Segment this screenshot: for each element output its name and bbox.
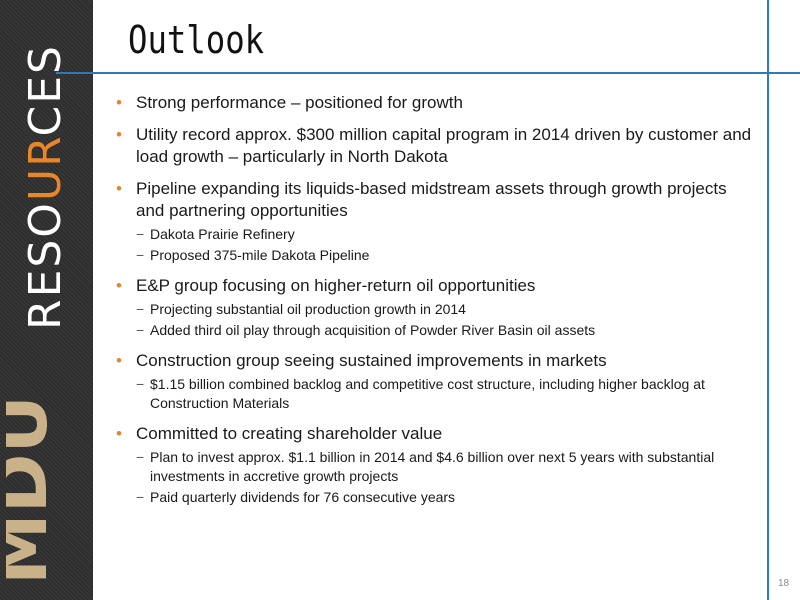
sub-bullet-text: Added third oil play through acquisition… [150, 322, 596, 338]
sub-bullet-item: − Dakota Prairie Refinery [136, 225, 752, 244]
sub-bullet-marker: − [136, 301, 145, 317]
page-title: Outlook [128, 18, 265, 62]
page-number: 18 [778, 578, 790, 589]
sub-bullet-list: − Dakota Prairie Refinery − Proposed 375-mi… [136, 225, 752, 265]
bullet-marker: • [116, 125, 122, 144]
bullet-list: • Strong performance – positioned for gro… [112, 92, 752, 517]
bullet-item: • Pipeline expanding its liquids-based mi… [112, 178, 752, 265]
bullet-item: • Strong performance – positioned for gro… [112, 92, 752, 114]
sub-bullet-item: − Proposed 375-mile Dakota Pipeline [136, 246, 752, 265]
bullet-item: • Construction group seeing sustained imp… [112, 350, 752, 413]
sub-bullet-text: Plan to invest approx. $1.1 billion in 2… [150, 449, 715, 484]
sub-bullet-text: Paid quarterly dividends for 76 consecut… [150, 489, 456, 505]
sub-bullet-list: − Projecting substantial oil production g… [136, 300, 752, 340]
sub-bullet-list: − $1.15 billion combined backlog and comp… [136, 375, 752, 413]
bullet-text: Construction group seeing sustained impr… [136, 351, 607, 370]
sub-bullet-text: $1.15 billion combined backlog and compe… [150, 376, 705, 411]
wordmark-part: CES [20, 44, 71, 137]
wordmark-part: RESO [20, 201, 71, 330]
bullet-item: • Committed to creating shareholder value… [112, 423, 752, 507]
bullet-item: • Utility record approx. $300 million cap… [112, 124, 752, 168]
bullet-marker: • [116, 351, 122, 370]
mdu-logo-icon: MDU [6, 395, 63, 585]
resources-wordmark: RESOURCES [20, 44, 71, 330]
sub-bullet-marker: − [136, 322, 145, 338]
bullet-text: Committed to creating shareholder value [136, 424, 443, 443]
bullet-text: E&P group focusing on higher-return oil … [136, 276, 536, 295]
sub-bullet-marker: − [136, 376, 145, 392]
sub-bullet-marker: − [136, 226, 145, 242]
bullet-text: Utility record approx. $300 million capi… [136, 125, 752, 166]
sub-bullet-text: Projecting substantial oil production gr… [150, 301, 466, 317]
sub-bullet-item: − $1.15 billion combined backlog and comp… [136, 375, 752, 413]
sub-bullet-text: Proposed 375-mile Dakota Pipeline [150, 247, 370, 263]
sub-bullet-marker: − [136, 449, 145, 465]
right-vertical-rule [767, 0, 769, 600]
sub-bullet-list: − Plan to invest approx. $1.1 billion in … [136, 448, 752, 507]
bullet-marker: • [116, 424, 122, 443]
bullet-text: Pipeline expanding its liquids-based mid… [136, 179, 727, 220]
sub-bullet-text: Dakota Prairie Refinery [150, 226, 295, 242]
sub-bullet-marker: − [136, 489, 145, 505]
bullet-marker: • [116, 93, 122, 112]
wordmark-highlight: UR [20, 136, 71, 202]
title-underline-rule [56, 72, 800, 74]
sub-bullet-item: − Plan to invest approx. $1.1 billion in … [136, 448, 752, 486]
bullet-marker: • [116, 276, 122, 295]
sub-bullet-item: − Added third oil play through acquisitio… [136, 321, 752, 340]
bullet-text: Strong performance – positioned for grow… [136, 93, 463, 112]
sub-bullet-item: − Projecting substantial oil production g… [136, 300, 752, 319]
bullet-marker: • [116, 179, 122, 198]
sub-bullet-marker: − [136, 247, 145, 263]
logo-text: MDU [6, 395, 63, 585]
sidebar-brand-panel: RESOURCES MDU [0, 0, 93, 600]
sub-bullet-item: − Paid quarterly dividends for 76 consecu… [136, 488, 752, 507]
bullet-item: • E&P group focusing on higher-return oil… [112, 275, 752, 340]
